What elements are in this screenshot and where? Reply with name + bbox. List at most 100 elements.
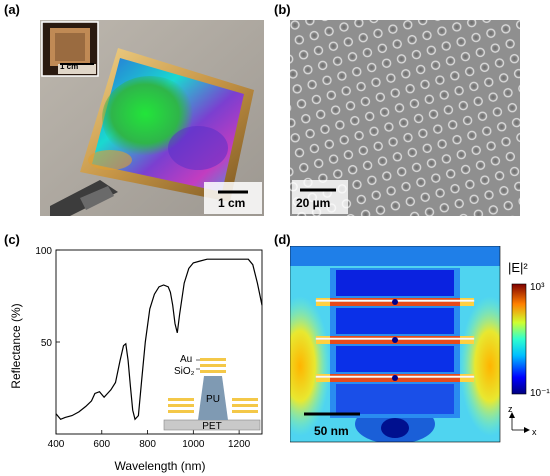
panel-label-a: (a) <box>4 2 20 17</box>
sem-pillar <box>332 169 343 179</box>
sem-pillar <box>471 145 482 156</box>
sem-pillar <box>511 117 520 128</box>
sem-pillar <box>409 211 420 216</box>
sem-pillar <box>304 20 315 26</box>
sem-pillar <box>300 113 311 124</box>
y-axis-label: Reflectance (%) <box>9 303 23 388</box>
sem-pillar <box>503 87 513 98</box>
sem-pillar <box>385 73 396 84</box>
sem-pillar <box>396 166 407 177</box>
sem-pillar <box>456 149 467 160</box>
sem-pillar <box>458 100 469 111</box>
sem-pillar <box>330 105 341 116</box>
panel-label-c: (c) <box>4 232 20 247</box>
sem-pillar <box>415 177 426 188</box>
sem-pillar <box>515 132 520 143</box>
sem-pillar <box>383 122 394 132</box>
sem-pillar <box>471 32 481 43</box>
sem-pillar <box>479 62 490 73</box>
sem-pillar <box>517 84 520 93</box>
sem-pillar <box>475 160 486 171</box>
sem-pillar <box>466 20 477 28</box>
sem-pillar <box>439 202 450 213</box>
sem-pillar <box>475 47 486 58</box>
sem-pillar <box>505 38 516 49</box>
sem-pillar <box>428 109 439 120</box>
sem-pillar <box>392 39 403 49</box>
sem-pillar <box>339 134 350 145</box>
sem-pillar <box>411 49 422 60</box>
sem-pillar <box>392 151 403 162</box>
sem-pillar <box>398 117 409 128</box>
sem-pillar <box>309 30 320 41</box>
x-tick-label: 600 <box>93 439 110 450</box>
sem-pillar <box>481 126 492 137</box>
sem-pillar <box>349 115 360 126</box>
sem-pillar <box>488 92 499 103</box>
sem-pillar <box>420 79 430 90</box>
sem-pillar <box>386 185 397 196</box>
sem-pillar <box>405 196 416 207</box>
sem-pillar <box>400 68 411 79</box>
sem-pillar <box>345 100 356 111</box>
inset-scalebar-label: 1 cm <box>60 62 79 71</box>
colorbar <box>511 283 527 395</box>
sem-pillar <box>334 120 345 130</box>
sem-pillar <box>294 34 305 45</box>
layer-label-sio2: SiO₂ <box>174 366 195 377</box>
sem-pillar <box>490 155 501 166</box>
sem-pillar <box>347 164 358 175</box>
sem-pillar <box>394 102 405 113</box>
sem-pillar <box>298 49 309 60</box>
sem-pillar <box>290 167 294 177</box>
sem-pillar <box>456 36 467 47</box>
sem-pillar <box>464 179 475 190</box>
sem-pillar <box>343 36 354 47</box>
sem-pillar <box>381 58 392 69</box>
sem-pillar <box>413 113 424 124</box>
sem-pillar <box>473 209 484 216</box>
y-tick-label: 100 <box>35 246 52 257</box>
sem-pillar <box>377 156 388 167</box>
x-tick-label: 1200 <box>228 439 251 450</box>
sem-pillar <box>381 171 392 181</box>
sem-pillar <box>468 81 479 92</box>
sem-pillar <box>466 130 477 141</box>
sem-pillar <box>500 23 511 34</box>
x-tick-label: 800 <box>139 439 156 450</box>
sem-pillar <box>434 20 441 22</box>
colorbar-max-label: 10³ <box>530 282 545 293</box>
sem-pillar <box>501 136 511 147</box>
sem-pillar <box>441 41 452 51</box>
sem-pillar <box>430 173 441 184</box>
sem-pillar <box>302 64 313 75</box>
sem-pillar <box>451 21 462 32</box>
sem-pillar <box>492 106 503 117</box>
sem-pillar <box>510 215 515 216</box>
sem-pillar <box>494 170 505 181</box>
sem-pillar <box>409 98 420 109</box>
sem-pillar <box>443 104 454 115</box>
sem-pillar <box>447 119 458 130</box>
sem-pillar <box>371 190 382 201</box>
sem-pillar <box>328 41 339 52</box>
sem-pillar <box>313 45 324 56</box>
sem-pillar <box>436 26 447 37</box>
sem-pillar <box>347 51 358 62</box>
sem-pillar <box>366 62 377 73</box>
sem-pillar <box>422 143 433 154</box>
sem-pillar <box>484 190 494 200</box>
sem-pillar <box>390 200 401 211</box>
panel-label-b: (b) <box>274 2 291 17</box>
sem-pillar <box>405 83 416 94</box>
sem-pillar <box>296 98 307 109</box>
main-scalebar-label-a: 1 cm <box>218 196 246 210</box>
sem-pillar <box>339 22 349 32</box>
sem-pillar <box>352 179 362 190</box>
sem-pillar <box>290 20 300 30</box>
sem-pillar <box>460 164 471 175</box>
sem-pillar <box>360 209 371 216</box>
sem-pillar <box>485 28 496 39</box>
sem-pillar <box>341 85 352 96</box>
layer-label-pet: PET <box>202 421 221 432</box>
